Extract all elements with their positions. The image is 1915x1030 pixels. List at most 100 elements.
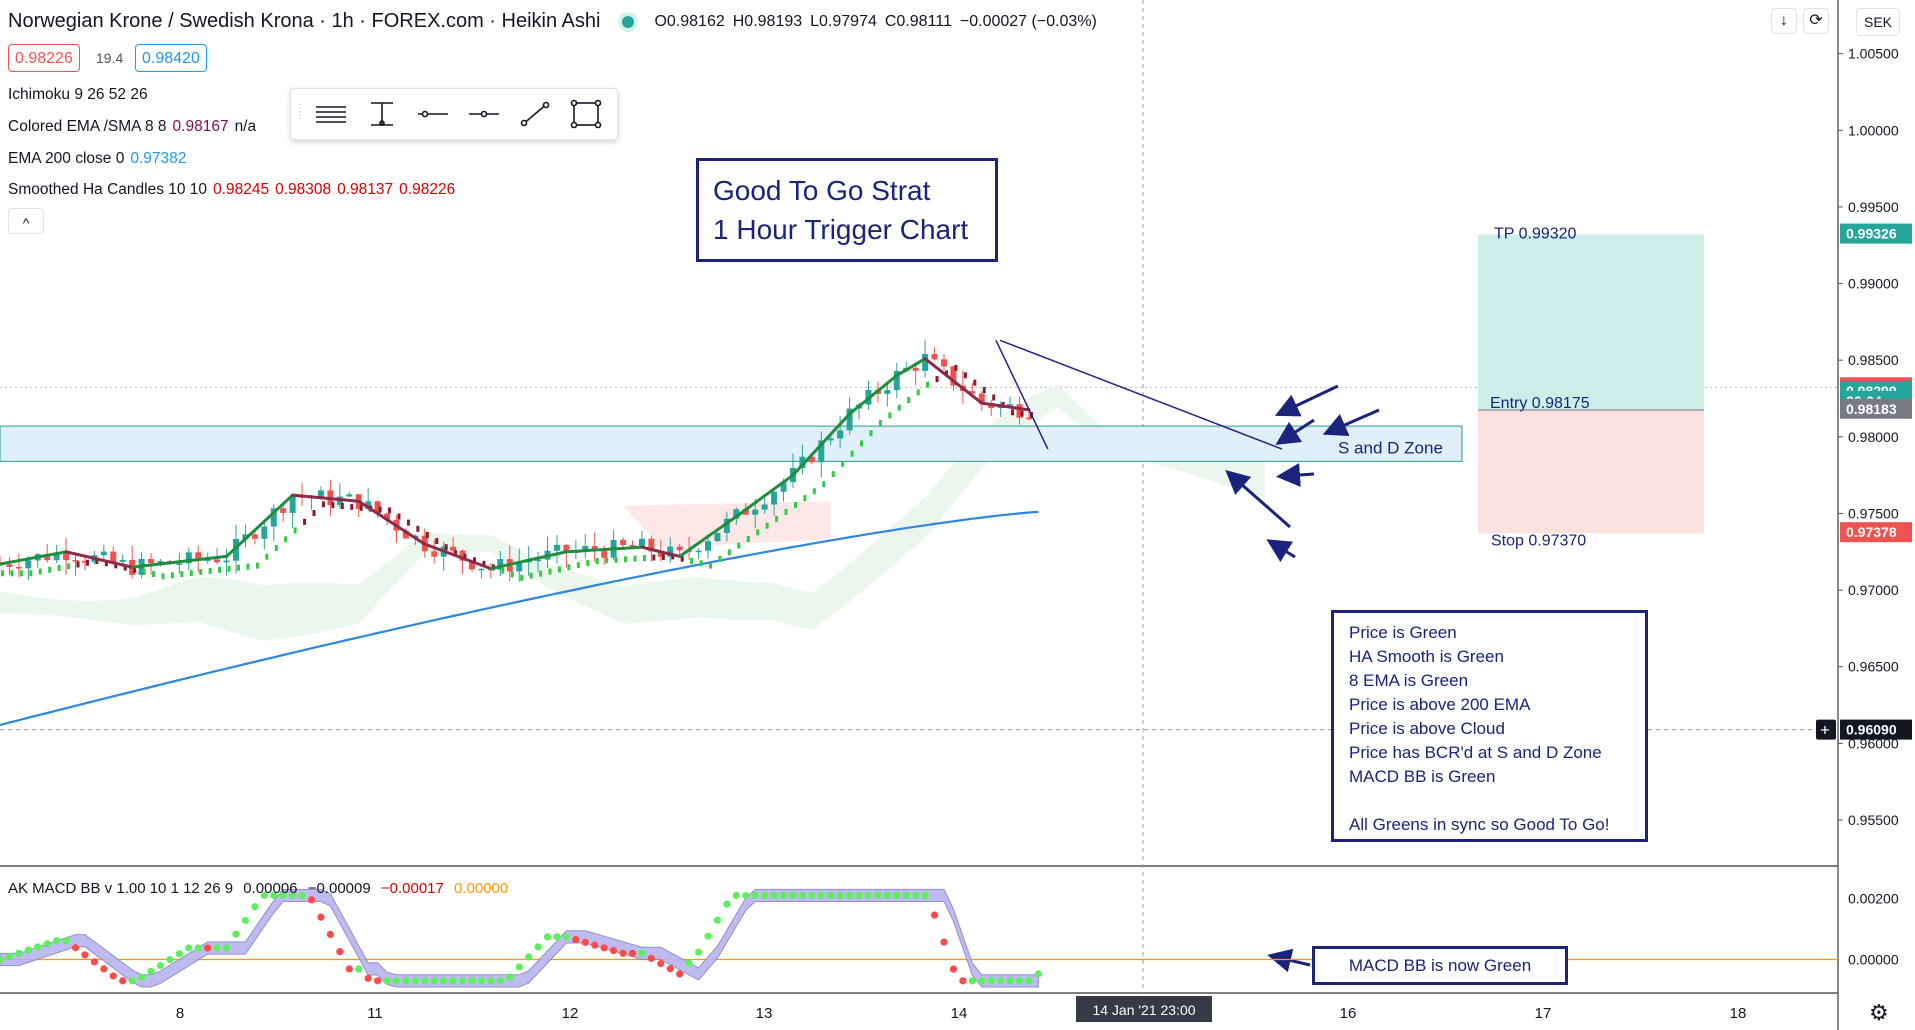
ha-smooth-segment <box>187 558 200 563</box>
ha-smooth-segment <box>593 547 606 552</box>
sell-button[interactable]: 0.98226 <box>8 44 80 72</box>
indicator-row[interactable]: Ichimoku 9 26 52 26 <box>8 86 148 104</box>
candle-body <box>242 534 249 540</box>
title-line-1: Good To Go Strat <box>713 175 931 206</box>
smoothed-ha-mark <box>227 565 231 572</box>
smoothed-ha-mark <box>454 550 458 557</box>
ha-smooth-segment <box>168 560 181 565</box>
smoothed-ha-mark <box>520 574 524 581</box>
refresh-icon[interactable]: ⟳ <box>1803 8 1829 34</box>
candle <box>922 339 930 388</box>
indicator-row[interactable]: EMA 200 close 0 0.97382 <box>8 150 186 168</box>
macd-dot <box>978 977 986 985</box>
symbol-title[interactable]: Norwegian Krone / Swedish Krona · 1h · F… <box>8 10 601 32</box>
macd-dot <box>676 970 684 978</box>
currency-button[interactable]: SEK <box>1856 8 1900 36</box>
gear-icon[interactable]: ⚙ <box>1869 1000 1889 1025</box>
trend-line-drawn <box>999 339 1283 450</box>
horizontal-ray-icon[interactable] <box>458 88 509 140</box>
candle <box>44 543 52 573</box>
macd-dot <box>761 891 769 900</box>
price-tick-label: 0.96500 <box>1848 659 1899 675</box>
time-tick-label: 8 <box>176 1005 184 1022</box>
candle <box>317 486 325 508</box>
strategy-title-box[interactable]: Good To Go Strat 1 Hour Trigger Chart <box>696 158 998 262</box>
smoothed-ha-mark <box>76 561 80 568</box>
ha-smooth-segment <box>725 515 738 525</box>
macd-dot <box>940 938 948 946</box>
candle-body <box>950 366 957 386</box>
candle-body <box>185 552 192 564</box>
macd-dot <box>260 891 268 900</box>
smoothed-ha-mark <box>237 564 240 571</box>
indicator-value: 0.98226 <box>399 181 456 198</box>
macd-dot <box>298 891 306 900</box>
collapse-legend-button[interactable]: ^ <box>8 208 44 234</box>
menu-lines-icon[interactable] <box>305 88 356 140</box>
candle-body <box>119 559 126 562</box>
candle <box>289 494 297 534</box>
smoothed-ha-mark <box>189 570 193 577</box>
time-tick-label: 17 <box>1535 1005 1552 1022</box>
buy-button[interactable]: 0.98420 <box>135 44 207 72</box>
candle <box>997 401 1005 417</box>
candle-body <box>657 551 664 557</box>
macd-dot <box>43 940 51 948</box>
indicator-row[interactable]: Colored EMA /SMA 8 8 0.98167 n/a <box>8 118 256 136</box>
smoothed-ha-mark <box>501 567 505 574</box>
candle <box>572 540 580 569</box>
ha-smooth-segment <box>338 497 351 502</box>
macd-dot <box>770 891 778 900</box>
indicator-row[interactable]: Smoothed Ha Candles 10 10 0.98245 0.98308 0… <box>8 181 455 199</box>
candle-body <box>648 538 655 552</box>
macd-dot <box>175 950 183 958</box>
ha-smooth-segment <box>876 381 889 393</box>
ha-smooth-segment <box>0 560 11 566</box>
smoothed-ha-mark <box>406 519 410 526</box>
macd-dot <box>864 891 873 900</box>
smoothed-ha-mark <box>907 397 911 404</box>
time-tick-label: 18 <box>1730 1005 1747 1022</box>
smoothed-ha-mark <box>397 513 401 520</box>
smoothed-ha-mark <box>897 404 901 411</box>
candle-body <box>818 440 825 463</box>
horizontal-line-icon[interactable] <box>407 88 458 140</box>
candle-body <box>799 456 806 469</box>
candle-body <box>365 501 372 509</box>
indicator-value: n/a <box>234 118 257 135</box>
macd-note-box[interactable]: MACD BB is now Green <box>1312 946 1568 985</box>
candle <box>837 416 845 467</box>
macd-dot <box>657 960 665 968</box>
macd-dot <box>213 944 221 952</box>
smoothed-ha-mark <box>1020 410 1024 417</box>
ha-smooth-segment <box>649 547 663 554</box>
candle <box>223 548 231 576</box>
ha-smooth-segment <box>914 357 927 366</box>
ha-smooth-segment <box>961 386 974 398</box>
macd-dot <box>1006 977 1014 985</box>
conditions-box[interactable]: Price is Green HA Smooth is Green 8 EMA is… <box>1331 610 1648 842</box>
trend-line-icon[interactable] <box>509 88 560 140</box>
vertical-range-icon[interactable] <box>356 88 407 140</box>
candle <box>176 552 184 578</box>
arrow-down-icon[interactable]: ↓ <box>1771 8 1797 34</box>
candle-body <box>72 560 79 562</box>
candle <box>110 546 118 569</box>
candle <box>695 548 703 567</box>
ha-smooth-segment <box>45 552 59 557</box>
drag-grip-icon[interactable]: ⋮ ⋮ <box>295 103 305 121</box>
time-tick-label: 16 <box>1340 1005 1357 1022</box>
ha-smooth-segment <box>36 553 49 559</box>
macd-dot <box>855 891 863 900</box>
candle-body <box>195 552 202 560</box>
macd-dot <box>827 891 835 900</box>
rectangle-icon[interactable] <box>560 88 611 140</box>
candle <box>893 362 901 411</box>
ichimoku-cloud <box>0 384 1265 641</box>
smoothed-ha-mark <box>614 556 618 563</box>
smoothed-ha-mark <box>208 567 212 574</box>
ha-smooth-segment <box>659 550 672 556</box>
candle <box>6 557 14 577</box>
smoothed-ha-mark <box>765 522 769 529</box>
